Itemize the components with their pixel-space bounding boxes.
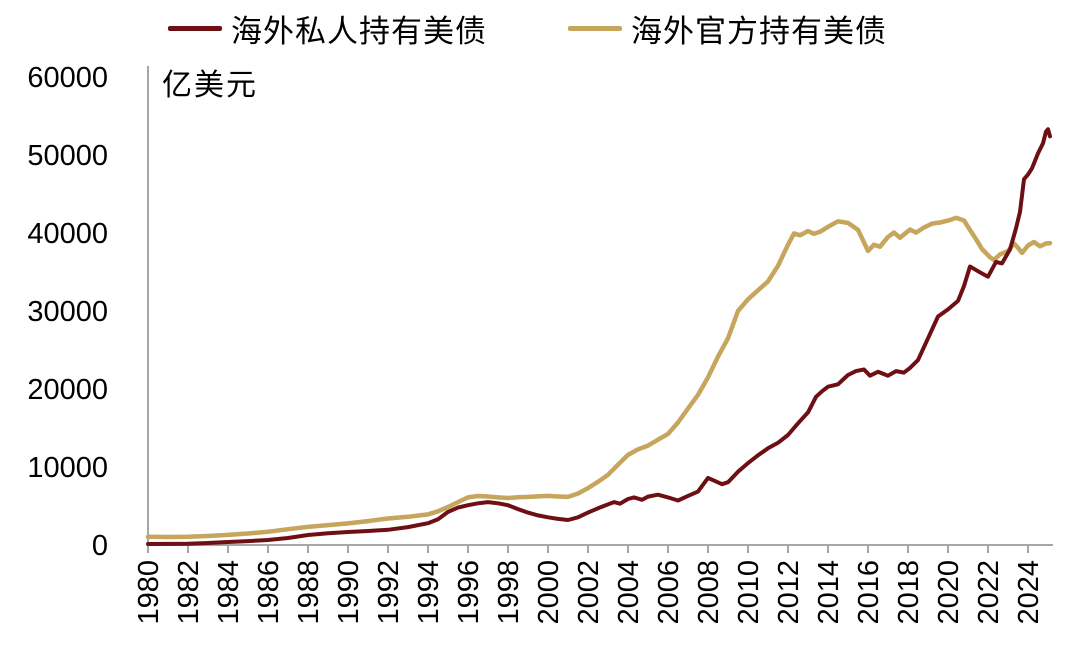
legend-item-private: 海外私人持有美债 <box>168 8 487 49</box>
x-axis-tick-label: 1986 <box>253 560 285 625</box>
x-axis-tick-label: 2010 <box>733 560 765 625</box>
x-axis-tick-label: 1996 <box>453 560 485 625</box>
x-axis-tick-label: 1980 <box>133 560 165 625</box>
x-axis-tick-label: 1988 <box>293 560 325 625</box>
x-axis-tick-label: 2008 <box>693 560 725 625</box>
legend-label-official: 海外官方持有美债 <box>631 13 887 49</box>
x-axis-tick-label: 2012 <box>773 560 805 625</box>
y-axis-tick-label: 50000 <box>27 140 108 172</box>
x-axis-tick-label: 2024 <box>1013 560 1045 625</box>
x-axis-tick-label: 2014 <box>813 560 845 625</box>
series-line-official <box>145 215 1053 540</box>
x-axis-tick-label: 1982 <box>173 560 205 625</box>
private-line-swatch-icon <box>168 25 222 31</box>
x-axis-tick-label: 1992 <box>373 560 405 625</box>
x-axis-tick-label: 2018 <box>893 560 925 625</box>
y-axis-unit-label: 亿美元 <box>162 69 258 102</box>
legend-label-private: 海外私人持有美债 <box>231 13 487 49</box>
x-axis-tick-label: 2020 <box>933 560 965 625</box>
y-axis-tick-label: 20000 <box>27 374 108 406</box>
legend-item-official: 海外官方持有美债 <box>568 8 887 49</box>
x-axis-tick-label: 1984 <box>213 560 245 625</box>
x-axis-tick-label: 2006 <box>653 560 685 625</box>
x-axis-tick-label: 1998 <box>493 560 525 625</box>
y-axis-tick-label: 30000 <box>27 296 108 328</box>
x-axis-tick-label: 2000 <box>533 560 565 625</box>
y-axis-tick-label: 40000 <box>27 218 108 250</box>
x-axis-tick-label: 1994 <box>413 560 445 625</box>
x-axis-tick-label: 2002 <box>573 560 605 625</box>
x-axis-tick-label: 2022 <box>973 560 1005 625</box>
y-axis-tick-label: 0 <box>92 530 108 562</box>
x-axis-tick-label: 2016 <box>853 560 885 625</box>
x-axis-tick-label: 1990 <box>333 560 365 625</box>
x-axis-tick-label: 2004 <box>613 560 645 625</box>
official-line-swatch-icon <box>568 25 622 31</box>
y-axis-tick-label: 10000 <box>27 452 108 484</box>
y-axis-tick-label: 60000 <box>27 62 108 94</box>
series-line-private <box>146 127 1052 546</box>
